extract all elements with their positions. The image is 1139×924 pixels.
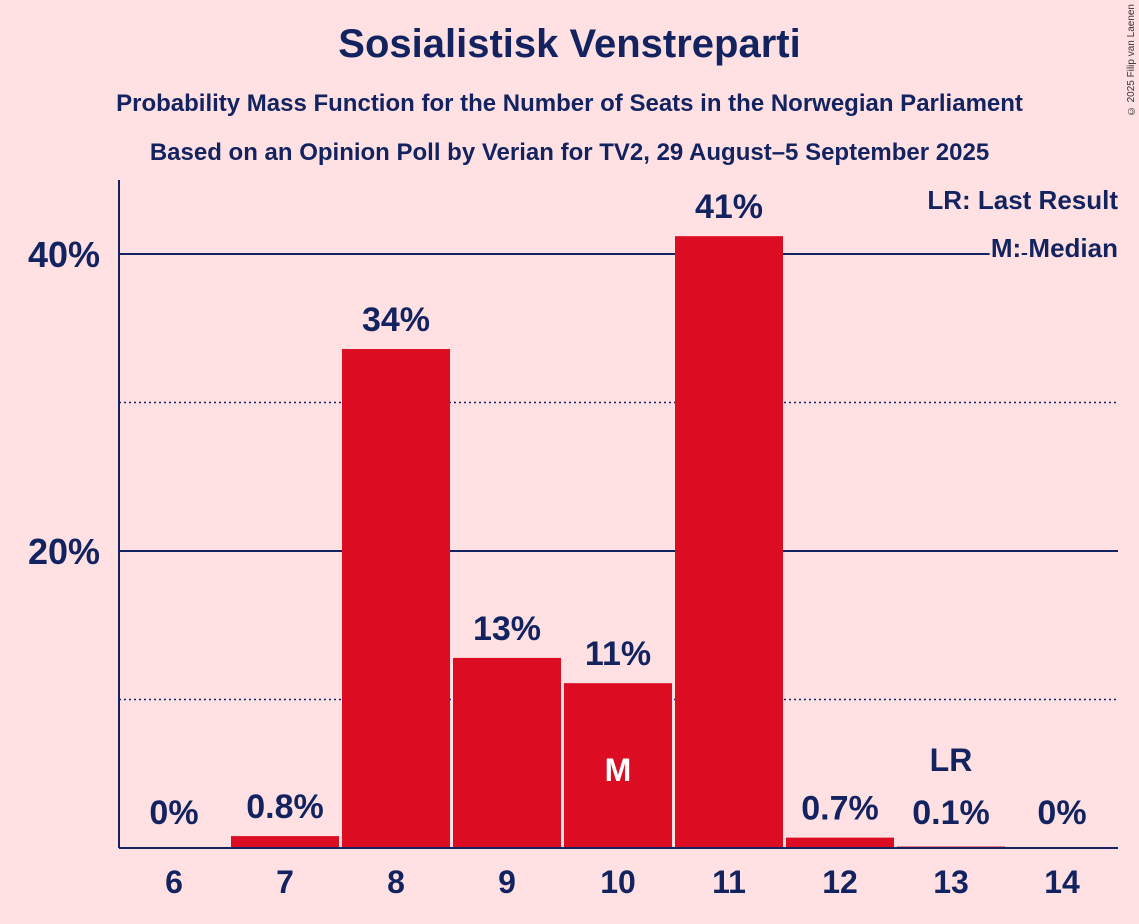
bar [342, 349, 450, 848]
grid-lines [119, 253, 1118, 701]
x-tick-label: 6 [165, 864, 183, 900]
bar [786, 837, 894, 848]
y-tick-label: 20% [28, 531, 100, 572]
bars [231, 236, 1005, 848]
legend: LR: Last Result M: Median [924, 182, 1121, 266]
y-tick-label: 40% [28, 234, 100, 275]
value-labels: 0% 0.8% 34% 13% 11% M 41% 0.7% 0.1% LR 0% [146, 185, 1089, 835]
bar-value-label: 34% [362, 301, 430, 339]
bar-value-label: 13% [473, 610, 541, 648]
bar-value-label: 11% [585, 635, 651, 673]
x-tick-label: 10 [600, 864, 636, 900]
chart-subtitle-1: Probability Mass Function for the Number… [116, 90, 1023, 117]
axes: 20% 40% 6 7 8 9 10 11 12 13 14 [28, 180, 1118, 900]
bar [675, 236, 783, 848]
bar [231, 836, 339, 848]
x-tick-label: 9 [498, 864, 516, 900]
bar-value-label: 0.7% [801, 790, 879, 828]
x-tick-label: 11 [712, 864, 746, 900]
x-tick-label: 7 [276, 864, 294, 900]
legend-entry: LR: Last Result [927, 185, 1118, 215]
x-tick-label: 12 [822, 864, 858, 900]
last-result-marker: LR [930, 742, 973, 778]
bar [453, 657, 561, 848]
x-tick-label: 14 [1044, 864, 1080, 900]
median-marker: M [605, 752, 632, 788]
bar-value-label: 41% [695, 188, 763, 226]
chart-subtitle-2: Based on an Opinion Poll by Verian for T… [149, 139, 990, 166]
bar-value-label: 0% [149, 794, 198, 832]
x-tick-label: 13 [933, 864, 969, 900]
bar-value-label: 0.1% [912, 794, 990, 832]
bar-value-label: 0.8% [246, 788, 324, 826]
legend-entry: M: Median [991, 233, 1118, 263]
bar-value-label: 0% [1037, 794, 1086, 832]
x-tick-label: 8 [387, 864, 405, 900]
chart-title: Sosialistisk Venstreparti [338, 22, 801, 66]
bar [564, 683, 672, 848]
